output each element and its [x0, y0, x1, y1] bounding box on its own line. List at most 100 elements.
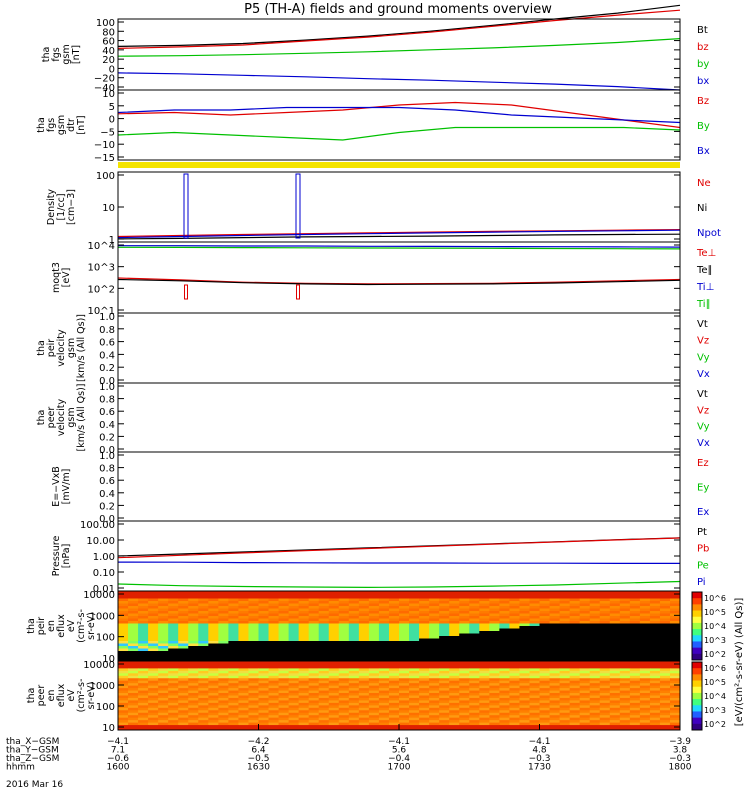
spectrogram-cell	[238, 623, 249, 627]
spectrogram-cell	[118, 661, 129, 664]
spectrogram-cell	[589, 695, 601, 699]
spectrogram-cell	[419, 725, 430, 729]
spectrogram-cell	[358, 700, 370, 704]
spectrogram-cell	[268, 646, 280, 649]
spectrogram-cell	[609, 601, 621, 604]
y-tick-label: −20	[94, 74, 115, 85]
spectrogram-cell	[669, 715, 681, 719]
spectrogram-cell	[499, 596, 510, 599]
spectrogram-cell	[639, 626, 651, 629]
spectrogram-cell	[409, 648, 420, 652]
spectrogram-cell	[669, 598, 681, 602]
spectrogram-cell	[388, 653, 400, 657]
spectrogram-cell	[248, 683, 259, 687]
spectrogram-cell	[328, 678, 340, 682]
spectrogram-cell	[479, 710, 490, 714]
spectrogram-cell	[148, 661, 159, 664]
spectrogram-cell	[328, 656, 340, 659]
y-tick-label: 0.6	[99, 476, 115, 487]
spectrogram-cell	[399, 665, 410, 669]
spectrogram-cell	[459, 665, 470, 669]
spectrogram-cell	[128, 720, 139, 724]
spectrogram-cell	[489, 670, 500, 674]
spectrogram-cell	[248, 725, 259, 729]
spectrogram-cell	[649, 705, 661, 709]
spectrogram-cell	[469, 626, 480, 629]
spectrogram-cell	[338, 618, 350, 622]
spectrogram-cell	[178, 720, 189, 724]
spectrogram-cell	[639, 623, 651, 627]
spectrogram-cell	[479, 646, 490, 649]
spectrogram-cell	[579, 693, 591, 696]
spectrogram-cell	[569, 613, 581, 617]
spectrogram-cell	[589, 683, 601, 687]
spectrogram-cell	[649, 591, 661, 594]
spectrogram-cell	[278, 680, 290, 684]
spectrogram-cell	[348, 690, 360, 694]
y-axis-label: E=−VxB [mV/m]	[51, 466, 72, 507]
spectrogram-cell	[248, 715, 259, 719]
spectrogram-cell	[559, 680, 571, 684]
spectrogram-cell	[409, 705, 420, 709]
spectrogram-cell	[328, 710, 340, 714]
spectrogram-cell	[168, 658, 179, 662]
spectrogram-cell	[198, 680, 209, 684]
spectrogram-cell	[669, 668, 681, 672]
spectrogram-cell	[128, 712, 139, 716]
spectrogram-cell	[399, 638, 410, 642]
spectrogram-cell	[659, 695, 671, 699]
x-row-value: −0.3	[669, 754, 691, 764]
spectrogram-cell	[128, 646, 139, 649]
spectrogram-cell	[579, 700, 591, 704]
spectrogram-cell	[348, 593, 360, 597]
spectrogram-cell	[479, 626, 490, 629]
spectrogram-cell	[659, 633, 671, 637]
spectrogram-cell	[639, 633, 651, 637]
spectrogram-cell	[529, 593, 540, 597]
spectrogram-cell	[429, 618, 440, 622]
spectrogram-cell	[128, 648, 139, 652]
spectrogram-cell	[539, 606, 551, 609]
spectrogram-cell	[509, 651, 520, 654]
spectrogram-cell	[338, 725, 350, 729]
spectrogram-cell	[429, 680, 440, 684]
y-tick-label: 10.00	[86, 536, 115, 547]
spectrogram-cell	[378, 616, 390, 619]
spectrogram-cell	[549, 678, 561, 682]
spectrogram-cell	[489, 697, 500, 701]
spectrogram-cell	[238, 613, 249, 617]
spectrogram-cell	[278, 628, 290, 632]
spectrogram-cell	[178, 601, 189, 604]
spectrogram-cell	[158, 618, 169, 622]
spectrogram-cell	[168, 653, 179, 657]
spectrogram-cell	[449, 628, 460, 632]
spectrogram-cell	[609, 725, 621, 729]
spectrogram-cell	[218, 613, 229, 617]
spectrogram-cell	[429, 636, 440, 639]
spectrogram-cell	[499, 702, 510, 706]
y-tick-label: 100	[96, 171, 115, 182]
spectrogram-cell	[388, 618, 400, 622]
spectrogram-cell	[489, 596, 500, 599]
spectrogram-cell	[569, 670, 581, 674]
spectrogram-cell	[248, 598, 259, 602]
spectrogram-cell	[268, 675, 280, 679]
spectrogram-cell	[128, 727, 139, 731]
spectrogram-cell	[559, 668, 571, 672]
spectrogram-cell	[118, 596, 129, 599]
spectrogram-cell	[649, 638, 661, 642]
spectrogram-cell	[529, 670, 540, 674]
spectrogram-cell	[208, 685, 219, 689]
spectrogram-cell	[459, 618, 470, 622]
spectrogram-cell	[158, 700, 169, 704]
colorbar-tick-label: 10^4	[704, 622, 726, 631]
spectrogram-cell	[539, 673, 551, 677]
y-tick-label: −5	[100, 127, 115, 138]
spectrogram-cell	[599, 670, 611, 674]
spectrogram-cell	[479, 621, 490, 624]
spectrogram-cell	[559, 653, 571, 657]
spectrogram-cell	[308, 606, 320, 609]
y-tick-label: 10000	[83, 590, 115, 601]
spectrogram-cell	[138, 712, 149, 716]
spectrogram-cell	[569, 606, 581, 609]
